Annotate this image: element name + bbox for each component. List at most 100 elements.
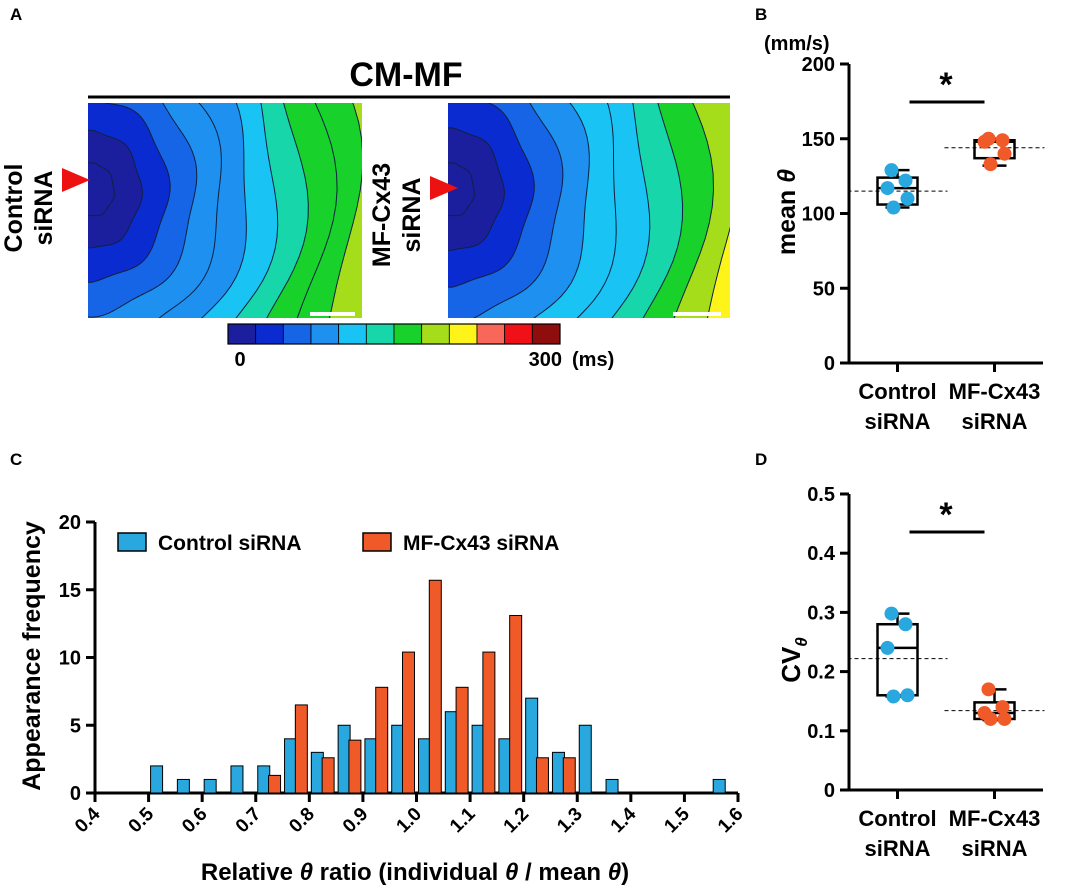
box-plot-cv: 0 0.1 0.2 0.3 0.4 0.5 Control siRNA MF-Cx43 siRNA… [807, 484, 1045, 861]
bar-mf-cx43-sirna [535, 757, 549, 794]
colorbar-swatch [310, 323, 340, 345]
x-category-label: siRNA [961, 409, 1027, 434]
legend: Control siRNA MF-Cx43 siRNA [117, 532, 559, 555]
colorbar-swatch [338, 323, 367, 345]
significance-marker: * [939, 496, 953, 534]
panel-d-label: D [755, 450, 767, 469]
data-point [995, 133, 1010, 148]
control-sirna-map-label-line2: siRNA [30, 170, 58, 245]
x-tick-label: 0.7 [232, 804, 266, 838]
bar-mf-cx43-sirna [321, 757, 335, 794]
bar-mf-cx43-sirna [375, 686, 389, 794]
x-category-label: siRNA [864, 409, 930, 434]
isochrone-band [88, 129, 143, 249]
y-tick-label: 50 [813, 278, 835, 300]
bar-mf-cx43-sirna [402, 651, 415, 794]
y-axis-title-text: mean [773, 183, 801, 255]
x-tick-label: 1.1 [446, 803, 480, 837]
box-plot-mean-theta: 0 50 100 150 200 Control siRNA MF-Cx43 siRNA * [802, 54, 1045, 434]
bar-control-sirna [498, 738, 512, 794]
x-axis-title: Relative θ ratio (individual θ / mean θ) [201, 859, 629, 886]
box-control-sirna [847, 606, 948, 704]
y-tick-label: 15 [59, 580, 81, 602]
bar-control-sirna [471, 724, 485, 794]
box-iqr [876, 622, 919, 697]
bar-control-sirna [230, 765, 244, 794]
x-category-label: Control [858, 806, 936, 831]
panel-c: C Appearance frequency Relative θ ratio … [10, 450, 748, 886]
panel-b: B (mm/s) mean θ 0 50 100 150 200 Control siRNA… [755, 5, 1045, 434]
x-category-label: MF-Cx43 [949, 379, 1041, 404]
y-tick-label: 0 [824, 353, 835, 375]
box-mf-cx43-sirna [944, 682, 1045, 726]
isochrone-band [448, 127, 505, 251]
bar-control-sirna [418, 738, 431, 794]
bar-mf-cx43-sirna [455, 686, 469, 794]
bar-control-sirna [150, 765, 164, 794]
x-tick-label: 0.5 [125, 803, 159, 837]
data-point [981, 682, 996, 697]
bar-control-sirna [176, 778, 190, 794]
colorbar-swatch [255, 323, 284, 345]
bar-control-sirna [310, 751, 324, 794]
y-axis-title: CVθ [776, 637, 811, 683]
box-control-sirna [847, 163, 948, 215]
data-point [995, 700, 1010, 715]
data-point [997, 146, 1012, 161]
y-tick-label: 0.1 [807, 721, 835, 743]
bar-control-sirna [525, 697, 539, 794]
colorbar-swatch [531, 323, 561, 345]
isochrone-bands-control [88, 103, 362, 318]
bar-control-sirna [444, 711, 458, 794]
unit-label: (mm/s) [764, 33, 830, 55]
data-point [886, 689, 901, 704]
panel-a-title: CM-MF [349, 56, 462, 94]
x-tick-label: 0.8 [285, 804, 319, 838]
legend-label: Control siRNA [158, 532, 302, 555]
bar-mf-cx43-sirna [268, 774, 282, 794]
x-tick-label: 1.5 [660, 803, 694, 837]
bar-control-sirna [337, 724, 351, 794]
x-tick-label: 1.0 [393, 804, 427, 838]
scale-bar [673, 312, 721, 316]
bar-mf-cx43-sirna [562, 757, 576, 794]
colorbar-swatch [476, 323, 506, 345]
y-tick-label: 100 [802, 204, 835, 226]
data-point [884, 163, 899, 178]
isochrone-bands-mf-cx43 [448, 103, 730, 318]
panel-a-label: A [10, 5, 22, 24]
x-category-label: siRNA [961, 836, 1027, 861]
legend-label: MF-Cx43 siRNA [403, 532, 559, 555]
colorbar-unit-label: (ms) [572, 349, 614, 371]
bar-mf-cx43-sirna [428, 579, 442, 794]
x-tick-label: 1.2 [500, 804, 534, 838]
bar-control-sirna [551, 751, 565, 794]
colorbar-swatch [421, 323, 450, 345]
bar-mf-cx43-sirna [482, 651, 496, 794]
y-tick-label: 0.4 [807, 543, 836, 565]
colorbar-frame [227, 323, 561, 345]
x-category-label: siRNA [864, 836, 930, 861]
y-tick-label: 0.3 [807, 602, 835, 624]
bar-mf-cx43-sirna [348, 739, 362, 794]
bar-control-sirna [391, 724, 405, 794]
red-triangle-arrow-icon [62, 168, 90, 192]
box-mf-cx43-sirna [944, 131, 1045, 172]
x-category-label: Control [858, 379, 936, 404]
y-tick-label: 0.5 [807, 484, 835, 506]
panel-d: D CVθ 0 0.1 0.2 0.3 0.4 0.5 Control siRNA MF-Cx4… [755, 450, 1045, 861]
mf-cx43-sirna-map-label-line1: MF-Cx43 [368, 163, 396, 267]
colorbar-swatch [227, 323, 257, 345]
colorbar-max-label: 300 [529, 349, 562, 371]
y-tick-label: 0 [824, 780, 835, 802]
data-point [886, 200, 901, 215]
bar-control-sirna [712, 778, 726, 794]
data-point [898, 173, 913, 188]
x-tick-label: 0.6 [178, 804, 212, 838]
control-sirna-map-label-line1: Control [0, 164, 28, 253]
colorbar-min-label: 0 [234, 349, 245, 371]
data-point [880, 640, 895, 655]
colorbar-swatch [365, 323, 395, 345]
bar-control-sirna [578, 724, 592, 794]
